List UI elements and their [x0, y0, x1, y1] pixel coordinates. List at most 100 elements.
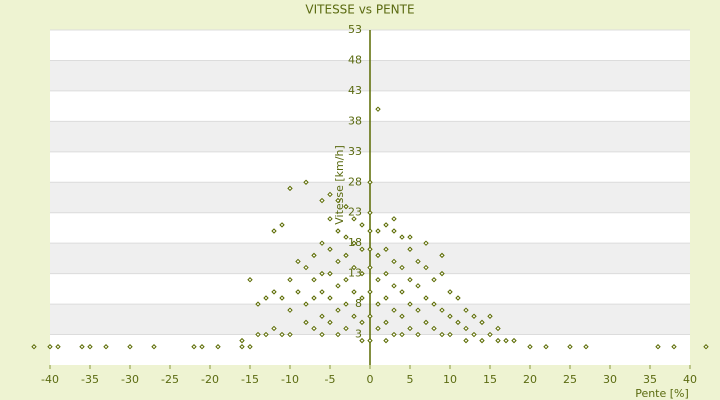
point [375, 277, 381, 283]
y-tick-label: 23 [348, 206, 362, 219]
point [399, 289, 405, 295]
point [423, 319, 429, 326]
point [311, 295, 317, 301]
point [367, 337, 373, 344]
point [447, 289, 453, 295]
point [239, 344, 245, 350]
point [199, 344, 205, 350]
point [399, 234, 405, 240]
y-axis-title: Vitesse [km/h] [333, 145, 346, 225]
point [359, 337, 365, 344]
point [407, 246, 413, 252]
point [383, 319, 389, 326]
point [303, 179, 309, 185]
x-tick-label: 25 [563, 373, 577, 386]
point [255, 331, 261, 338]
y-tick-label: 28 [348, 175, 362, 188]
x-tick-label: 5 [407, 373, 414, 386]
point [431, 301, 437, 307]
x-tick-label: 15 [483, 373, 497, 386]
point [263, 331, 269, 338]
point [327, 295, 333, 301]
point [367, 179, 373, 185]
y-tick-label: 43 [348, 84, 362, 97]
point [423, 295, 429, 301]
point [455, 295, 461, 301]
point [287, 277, 293, 283]
point [55, 344, 61, 350]
point [335, 283, 341, 289]
point [47, 344, 53, 350]
point [31, 344, 37, 350]
point [383, 246, 389, 252]
point [327, 246, 333, 252]
y-tick-label: 8 [355, 297, 362, 310]
point [447, 313, 453, 319]
point [415, 283, 421, 289]
x-tick-label: 0 [367, 373, 374, 386]
point [279, 295, 285, 301]
point [391, 228, 397, 234]
point [343, 234, 349, 240]
point [351, 264, 357, 271]
point [495, 325, 501, 332]
x-tick-label: -10 [281, 373, 299, 386]
point [327, 216, 333, 222]
point [375, 325, 381, 332]
y-tick-label: 13 [348, 267, 362, 280]
point [319, 331, 325, 338]
point [343, 203, 349, 210]
point [351, 216, 357, 222]
point [415, 258, 421, 265]
point [471, 331, 477, 338]
point [263, 295, 269, 301]
point [319, 197, 325, 204]
point [415, 307, 421, 313]
point [487, 313, 493, 319]
point [319, 270, 325, 277]
point [335, 228, 341, 234]
point [287, 307, 293, 313]
point [431, 277, 437, 283]
y-tick-label: 38 [348, 114, 362, 127]
point [407, 325, 413, 332]
point [583, 344, 589, 350]
point [287, 331, 293, 338]
x-tick-label: -15 [241, 373, 259, 386]
point [359, 246, 365, 252]
point [479, 319, 485, 326]
x-tick-label: -20 [201, 373, 219, 386]
point [527, 344, 533, 350]
point [431, 325, 437, 332]
point [367, 210, 373, 216]
point [215, 344, 221, 350]
chart-title: VITESSE vs PENTE [305, 3, 414, 17]
point [487, 331, 493, 338]
point [239, 337, 245, 344]
point [311, 325, 317, 332]
point [399, 331, 405, 338]
point [327, 270, 333, 277]
point [503, 337, 509, 344]
point [311, 277, 317, 283]
point [319, 313, 325, 319]
point [271, 289, 277, 295]
point [343, 252, 349, 259]
point [375, 301, 381, 307]
point [367, 264, 373, 271]
point [511, 337, 517, 344]
point [391, 331, 397, 338]
point [383, 337, 389, 344]
point [295, 289, 301, 295]
point [255, 301, 261, 307]
point [367, 246, 373, 252]
point [447, 331, 453, 338]
point [439, 270, 445, 277]
point [703, 344, 709, 350]
point [303, 319, 309, 326]
point [383, 222, 389, 228]
point [383, 270, 389, 277]
point [375, 252, 381, 259]
